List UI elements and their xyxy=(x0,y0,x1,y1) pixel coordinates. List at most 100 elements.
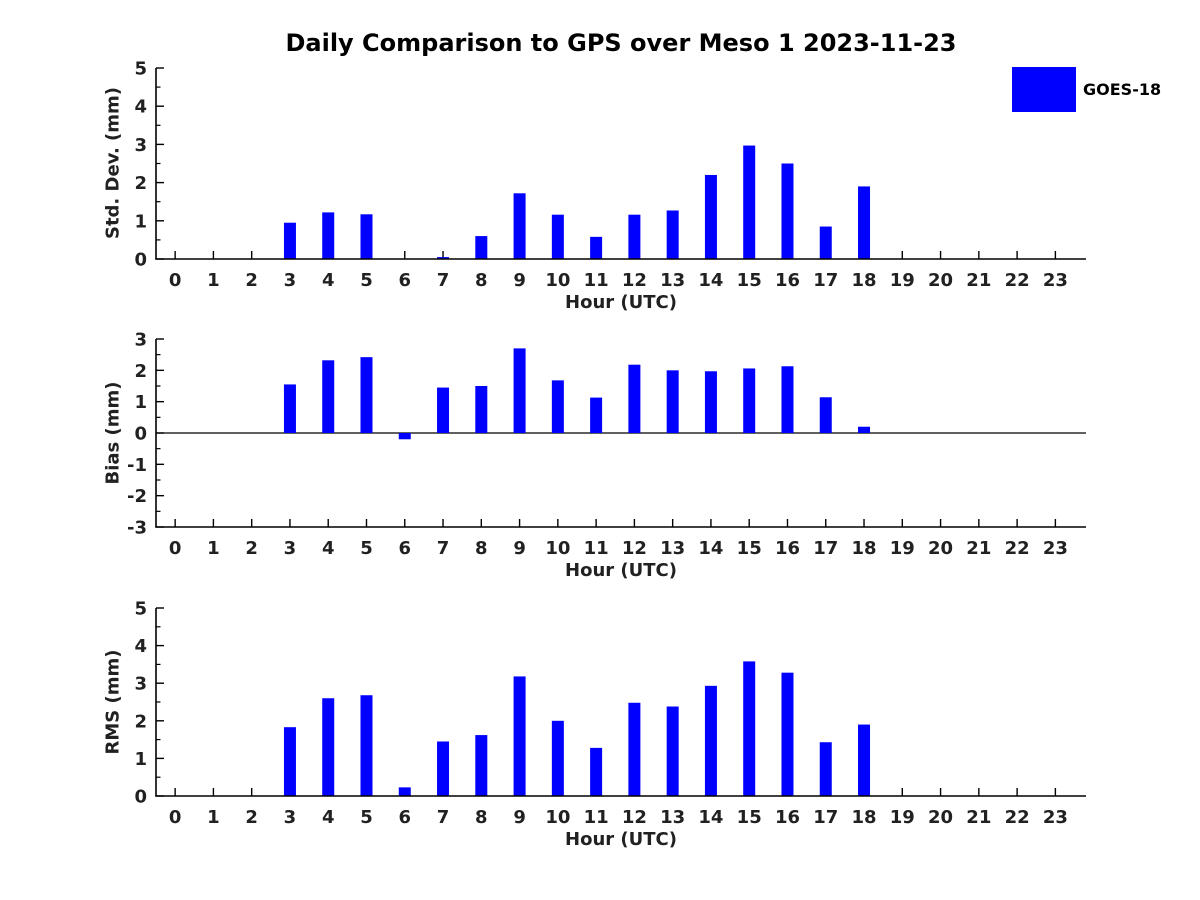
x-tick-label: 11 xyxy=(584,270,609,291)
x-tick-label: 21 xyxy=(966,807,991,828)
x-tick-label: 3 xyxy=(284,807,297,828)
y-tick-label: 2 xyxy=(134,173,147,194)
y-tick-label: 3 xyxy=(134,674,147,695)
x-tick-label: 20 xyxy=(928,270,953,291)
bar-hour-8 xyxy=(475,735,488,796)
x-tick-label: 2 xyxy=(245,270,258,291)
x-tick-label: 0 xyxy=(169,270,182,291)
y-tick-label: 0 xyxy=(134,787,147,808)
x-tick-label: 0 xyxy=(169,807,182,828)
bar-hour-15 xyxy=(743,145,756,259)
x-tick-label: 4 xyxy=(322,538,335,559)
x-tick-label: 5 xyxy=(360,538,373,559)
bar-hour-7 xyxy=(437,387,450,433)
x-tick-label: 15 xyxy=(737,807,762,828)
y-tick-label: 3 xyxy=(134,135,147,156)
x-tick-label: 16 xyxy=(775,270,800,291)
x-tick-label: 4 xyxy=(322,807,335,828)
x-tick-label: 10 xyxy=(545,538,570,559)
x-tick-label: 15 xyxy=(737,538,762,559)
x-tick-label: 18 xyxy=(851,807,876,828)
x-tick-label: 14 xyxy=(698,538,723,559)
bar-hour-11 xyxy=(590,236,603,259)
bar-hour-4 xyxy=(322,360,335,433)
x-tick-label: 5 xyxy=(360,270,373,291)
ylabel-rms: RMS (mm) xyxy=(102,649,124,755)
x-tick-label: 20 xyxy=(928,538,953,559)
ylabel-std-dev: Std. Dev. (mm) xyxy=(102,86,124,240)
bar-hour-5 xyxy=(360,695,373,796)
bar-hour-14 xyxy=(704,685,717,796)
x-tick-label: 19 xyxy=(890,807,915,828)
xlabel-bottom-chart: Hour (UTC) xyxy=(565,829,677,850)
y-tick-label: -2 xyxy=(127,486,147,507)
bar-hour-9 xyxy=(513,348,526,433)
x-tick-label: 3 xyxy=(284,270,297,291)
x-tick-label: 9 xyxy=(513,270,526,291)
x-tick-label: 2 xyxy=(245,538,258,559)
x-tick-label: 2 xyxy=(245,807,258,828)
x-tick-label: 15 xyxy=(737,270,762,291)
x-tick-label: 8 xyxy=(475,270,488,291)
x-tick-label: 6 xyxy=(398,538,411,559)
x-tick-label: 14 xyxy=(698,270,723,291)
bar-hour-13 xyxy=(666,210,679,259)
x-tick-label: 0 xyxy=(169,538,182,559)
x-tick-label: 12 xyxy=(622,270,647,291)
x-tick-label: 7 xyxy=(437,538,450,559)
y-tick-label: 1 xyxy=(134,749,147,770)
bar-hour-4 xyxy=(322,698,335,796)
x-tick-label: 10 xyxy=(545,270,570,291)
y-tick-label: -1 xyxy=(127,455,147,476)
y-tick-label: 0 xyxy=(134,424,147,445)
x-tick-label: 3 xyxy=(284,538,297,559)
bar-hour-16 xyxy=(781,672,794,796)
x-tick-label: 7 xyxy=(437,270,450,291)
y-tick-label: 4 xyxy=(134,636,147,657)
x-tick-label: 4 xyxy=(322,270,335,291)
bar-hour-17 xyxy=(819,742,832,796)
x-tick-label: 11 xyxy=(584,538,609,559)
bar-hour-11 xyxy=(590,397,603,433)
x-tick-label: 6 xyxy=(398,807,411,828)
bar-hour-5 xyxy=(360,214,373,259)
x-tick-label: 9 xyxy=(513,807,526,828)
x-tick-label: 22 xyxy=(1005,807,1030,828)
bar-hour-16 xyxy=(781,366,794,433)
bar-hour-12 xyxy=(628,702,641,796)
bar-hour-3 xyxy=(283,222,296,259)
x-tick-label: 6 xyxy=(398,270,411,291)
y-tick-label: 2 xyxy=(134,361,147,382)
x-tick-label: 9 xyxy=(513,538,526,559)
y-tick-label: 2 xyxy=(134,711,147,732)
legend-swatch-goes-18 xyxy=(1012,67,1076,112)
legend: GOES-18 xyxy=(1012,67,1161,112)
bar-hour-15 xyxy=(743,368,756,433)
bar-hour-6 xyxy=(398,787,411,796)
x-tick-label: 16 xyxy=(775,807,800,828)
x-tick-label: 21 xyxy=(966,270,991,291)
bar-hour-3 xyxy=(283,384,296,433)
x-tick-label: 1 xyxy=(207,807,220,828)
bar-hour-18 xyxy=(858,186,871,259)
bar-hour-8 xyxy=(475,236,488,259)
x-tick-label: 7 xyxy=(437,807,450,828)
x-tick-label: 10 xyxy=(545,807,570,828)
legend-label: GOES-18 xyxy=(1083,80,1162,99)
ylabel-bias: Bias (mm) xyxy=(102,381,124,485)
x-tick-label: 11 xyxy=(584,807,609,828)
xlabel-top-chart: Hour (UTC) xyxy=(565,292,677,313)
bar-hour-7 xyxy=(437,257,450,259)
x-tick-label: 8 xyxy=(475,538,488,559)
x-tick-label: 17 xyxy=(813,538,838,559)
bar-hour-9 xyxy=(513,676,526,796)
bar-hour-6 xyxy=(398,433,411,440)
bar-hour-12 xyxy=(628,214,641,259)
x-tick-label: 14 xyxy=(698,807,723,828)
x-tick-label: 23 xyxy=(1043,538,1068,559)
bar-hour-17 xyxy=(819,226,832,259)
x-tick-label: 17 xyxy=(813,807,838,828)
y-tick-label: 5 xyxy=(134,59,147,80)
x-tick-label: 8 xyxy=(475,807,488,828)
